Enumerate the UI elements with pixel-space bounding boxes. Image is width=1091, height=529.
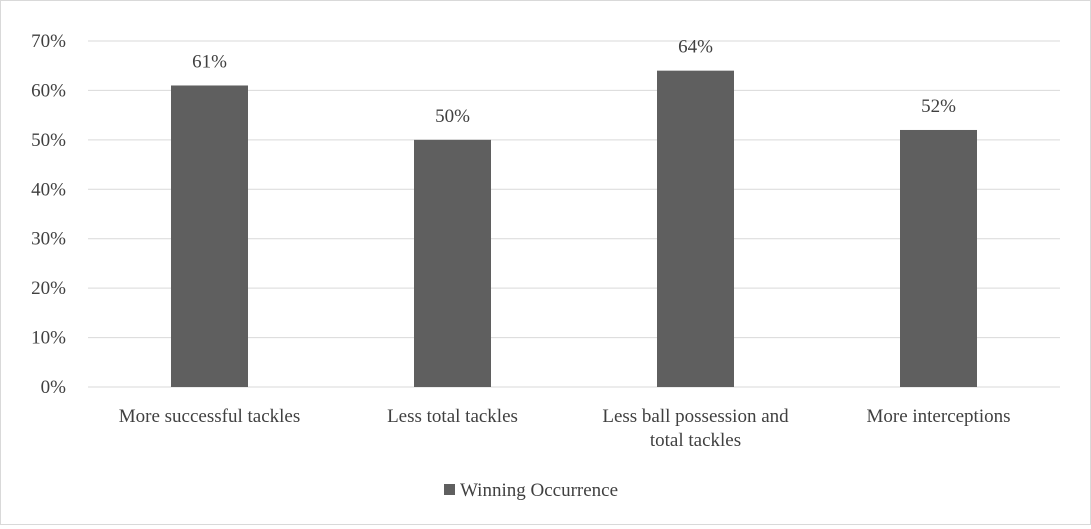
y-tick-label: 60%: [31, 80, 66, 101]
data-labels: 61% 50% 64% 52%: [192, 37, 956, 127]
legend-swatch: [444, 484, 455, 495]
data-label: 52%: [921, 96, 956, 117]
y-tick-label: 20%: [31, 278, 66, 299]
data-label: 61%: [192, 51, 227, 72]
data-label: 64%: [678, 37, 713, 58]
y-tick-label: 40%: [31, 179, 66, 200]
y-axis: 0% 10% 20% 30% 40% 50% 60% 70%: [31, 31, 66, 398]
x-axis: More successful tackles Less total tackle…: [119, 406, 1011, 451]
bar: [171, 85, 248, 387]
x-category-label: More interceptions: [866, 406, 1010, 427]
bars: [171, 70, 977, 388]
legend-label: Winning Occurrence: [460, 480, 618, 501]
y-tick-label: 70%: [31, 31, 66, 52]
bar: [657, 70, 734, 388]
bar: [414, 139, 491, 387]
y-tick-label: 30%: [31, 229, 66, 250]
bar: [900, 129, 977, 387]
x-category-label: More successful tackles: [119, 406, 301, 427]
gridlines: [88, 40, 1060, 388]
legend: Winning Occurrence: [444, 480, 618, 501]
y-tick-label: 0%: [41, 377, 67, 398]
y-tick-label: 10%: [31, 328, 66, 349]
data-label: 50%: [435, 106, 470, 127]
y-tick-label: 50%: [31, 130, 66, 151]
x-category-label: Less ball possession and total tackles: [602, 406, 789, 451]
x-category-label: Less total tackles: [387, 406, 518, 427]
